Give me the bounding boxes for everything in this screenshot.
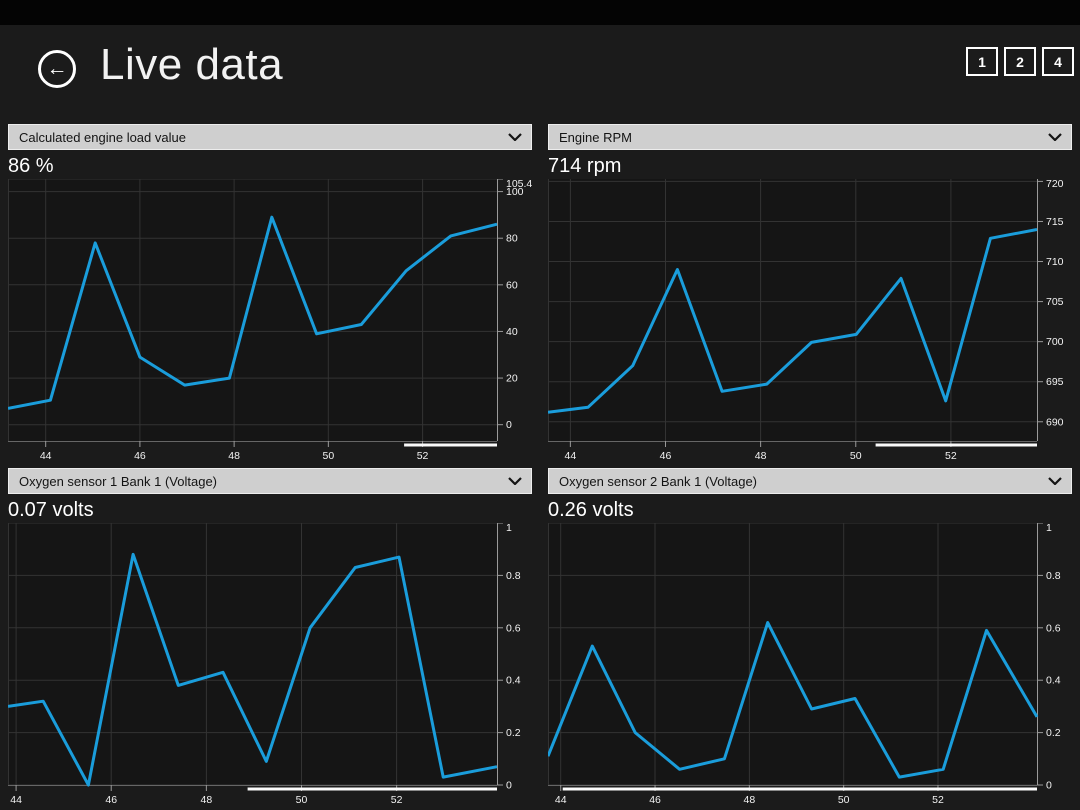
page-title: Live data bbox=[100, 40, 284, 89]
pid-select-label: Calculated engine load value bbox=[19, 129, 186, 145]
y-tick-label: 700 bbox=[1046, 336, 1064, 348]
plot-background bbox=[548, 523, 1037, 785]
pid-select-o2-sensor-2[interactable]: Oxygen sensor 2 Bank 1 (Voltage) bbox=[548, 468, 1072, 494]
y-tick-label: 710 bbox=[1046, 256, 1064, 268]
x-tick-label: 52 bbox=[391, 794, 403, 806]
x-tick-label: 48 bbox=[744, 794, 756, 806]
x-tick-label: 50 bbox=[850, 450, 862, 462]
y-tick-label: 0.2 bbox=[1046, 727, 1061, 739]
x-tick-label: 48 bbox=[228, 450, 240, 462]
y-tick-label: 40 bbox=[506, 326, 518, 338]
pid-select-label: Oxygen sensor 2 Bank 1 (Voltage) bbox=[559, 473, 758, 489]
x-tick-label: 46 bbox=[134, 450, 146, 462]
y-tick-label: 80 bbox=[506, 233, 518, 245]
pid-select-engine-load[interactable]: Calculated engine load value bbox=[8, 124, 532, 150]
x-tick-label: 44 bbox=[10, 794, 22, 806]
x-tick-label: 52 bbox=[932, 794, 944, 806]
y-tick-label: 0 bbox=[1046, 780, 1052, 792]
pid-select-label: Engine RPM bbox=[559, 129, 632, 145]
y-tick-label: 60 bbox=[506, 279, 518, 291]
chart-panel-engine-load: Calculated engine load value 86 % 105.4 1… bbox=[8, 124, 532, 463]
pid-select-engine-rpm[interactable]: Engine RPM bbox=[548, 124, 1072, 150]
y-tick-label: 690 bbox=[1046, 416, 1064, 428]
chevron-down-icon bbox=[508, 133, 522, 141]
y-tick-label: 0.6 bbox=[1046, 622, 1061, 634]
current-value-label: 86 % bbox=[8, 155, 54, 177]
chart-canvas-o2-sensor-2: 1 0.8 0.6 0.4 0.2 0 44 46 48 50 52 bbox=[548, 523, 1061, 806]
series-line bbox=[8, 552, 498, 787]
y-tick-label: 0.2 bbox=[506, 727, 521, 739]
x-tick-label: 48 bbox=[201, 794, 213, 806]
y-tick-label: 0.4 bbox=[506, 675, 521, 687]
x-tick-label: 50 bbox=[323, 450, 335, 462]
y-tick-label: 0.8 bbox=[1046, 570, 1061, 582]
chart-panel-o2-sensor-1: Oxygen sensor 1 Bank 1 (Voltage) 0.07 vo… bbox=[8, 468, 532, 807]
top-chrome-bar bbox=[0, 0, 1080, 25]
x-tick-label: 44 bbox=[565, 450, 577, 462]
layout-2-button[interactable]: 2 bbox=[1004, 47, 1036, 76]
chart-panel-o2-sensor-2: Oxygen sensor 2 Bank 1 (Voltage) 0.26 vo… bbox=[548, 468, 1072, 807]
x-tick-label: 50 bbox=[838, 794, 850, 806]
y-tick-label: 0 bbox=[506, 419, 512, 431]
x-tick-label: 44 bbox=[555, 794, 567, 806]
chart-canvas-engine-rpm: 720 715 710 705 700 695 690 44 46 48 50 52 bbox=[548, 179, 1064, 462]
y-tick-label: 695 bbox=[1046, 376, 1064, 388]
layout-switcher: 1 2 4 bbox=[966, 47, 1074, 76]
pid-select-o2-sensor-1[interactable]: Oxygen sensor 1 Bank 1 (Voltage) bbox=[8, 468, 532, 494]
pid-select-label: Oxygen sensor 1 Bank 1 (Voltage) bbox=[19, 473, 218, 489]
y-tick-label: 0.6 bbox=[506, 622, 521, 634]
y-tick-label: 1 bbox=[1046, 523, 1052, 534]
current-value-label: 714 rpm bbox=[548, 155, 622, 177]
y-tick-label: 705 bbox=[1046, 296, 1064, 308]
y-tick-label: 105.4 bbox=[506, 179, 532, 190]
current-value-label: 0.26 volts bbox=[548, 499, 634, 521]
series-line bbox=[8, 215, 498, 410]
layout-4-button[interactable]: 4 bbox=[1042, 47, 1074, 76]
x-tick-label: 52 bbox=[417, 450, 429, 462]
y-tick-label: 0 bbox=[506, 780, 512, 792]
chevron-down-icon bbox=[1048, 477, 1062, 485]
plot-background bbox=[8, 523, 497, 785]
x-tick-label: 46 bbox=[105, 794, 117, 806]
layout-1-button[interactable]: 1 bbox=[966, 47, 998, 76]
current-value-label: 0.07 volts bbox=[8, 499, 94, 521]
back-arrow-icon: ← bbox=[46, 56, 68, 80]
x-tick-label: 48 bbox=[755, 450, 767, 462]
chevron-down-icon bbox=[508, 477, 522, 485]
x-tick-label: 46 bbox=[649, 794, 661, 806]
y-tick-label: 0.4 bbox=[1046, 675, 1061, 687]
plot-background bbox=[8, 179, 497, 441]
y-tick-label: 20 bbox=[506, 373, 518, 385]
plot-background bbox=[548, 179, 1037, 441]
x-tick-label: 50 bbox=[296, 794, 308, 806]
y-tick-label: 715 bbox=[1046, 216, 1064, 228]
y-tick-label: 0.8 bbox=[506, 570, 521, 582]
chevron-down-icon bbox=[1048, 133, 1062, 141]
chart-canvas-o2-sensor-1: 1 0.8 0.6 0.4 0.2 0 44 46 48 50 52 bbox=[8, 523, 521, 806]
y-tick-label: 100 bbox=[506, 186, 524, 198]
y-tick-label: 720 bbox=[1046, 179, 1064, 190]
x-tick-label: 44 bbox=[40, 450, 52, 462]
series-line bbox=[548, 228, 1038, 414]
y-tick-label: 1 bbox=[506, 523, 512, 534]
chart-panel-engine-rpm: Engine RPM 714 rpm 720 715 710 705 700 695 690… bbox=[548, 124, 1072, 463]
series-line bbox=[548, 621, 1039, 779]
back-button[interactable]: ← bbox=[38, 50, 76, 88]
x-tick-label: 46 bbox=[660, 450, 672, 462]
x-tick-label: 52 bbox=[945, 450, 957, 462]
